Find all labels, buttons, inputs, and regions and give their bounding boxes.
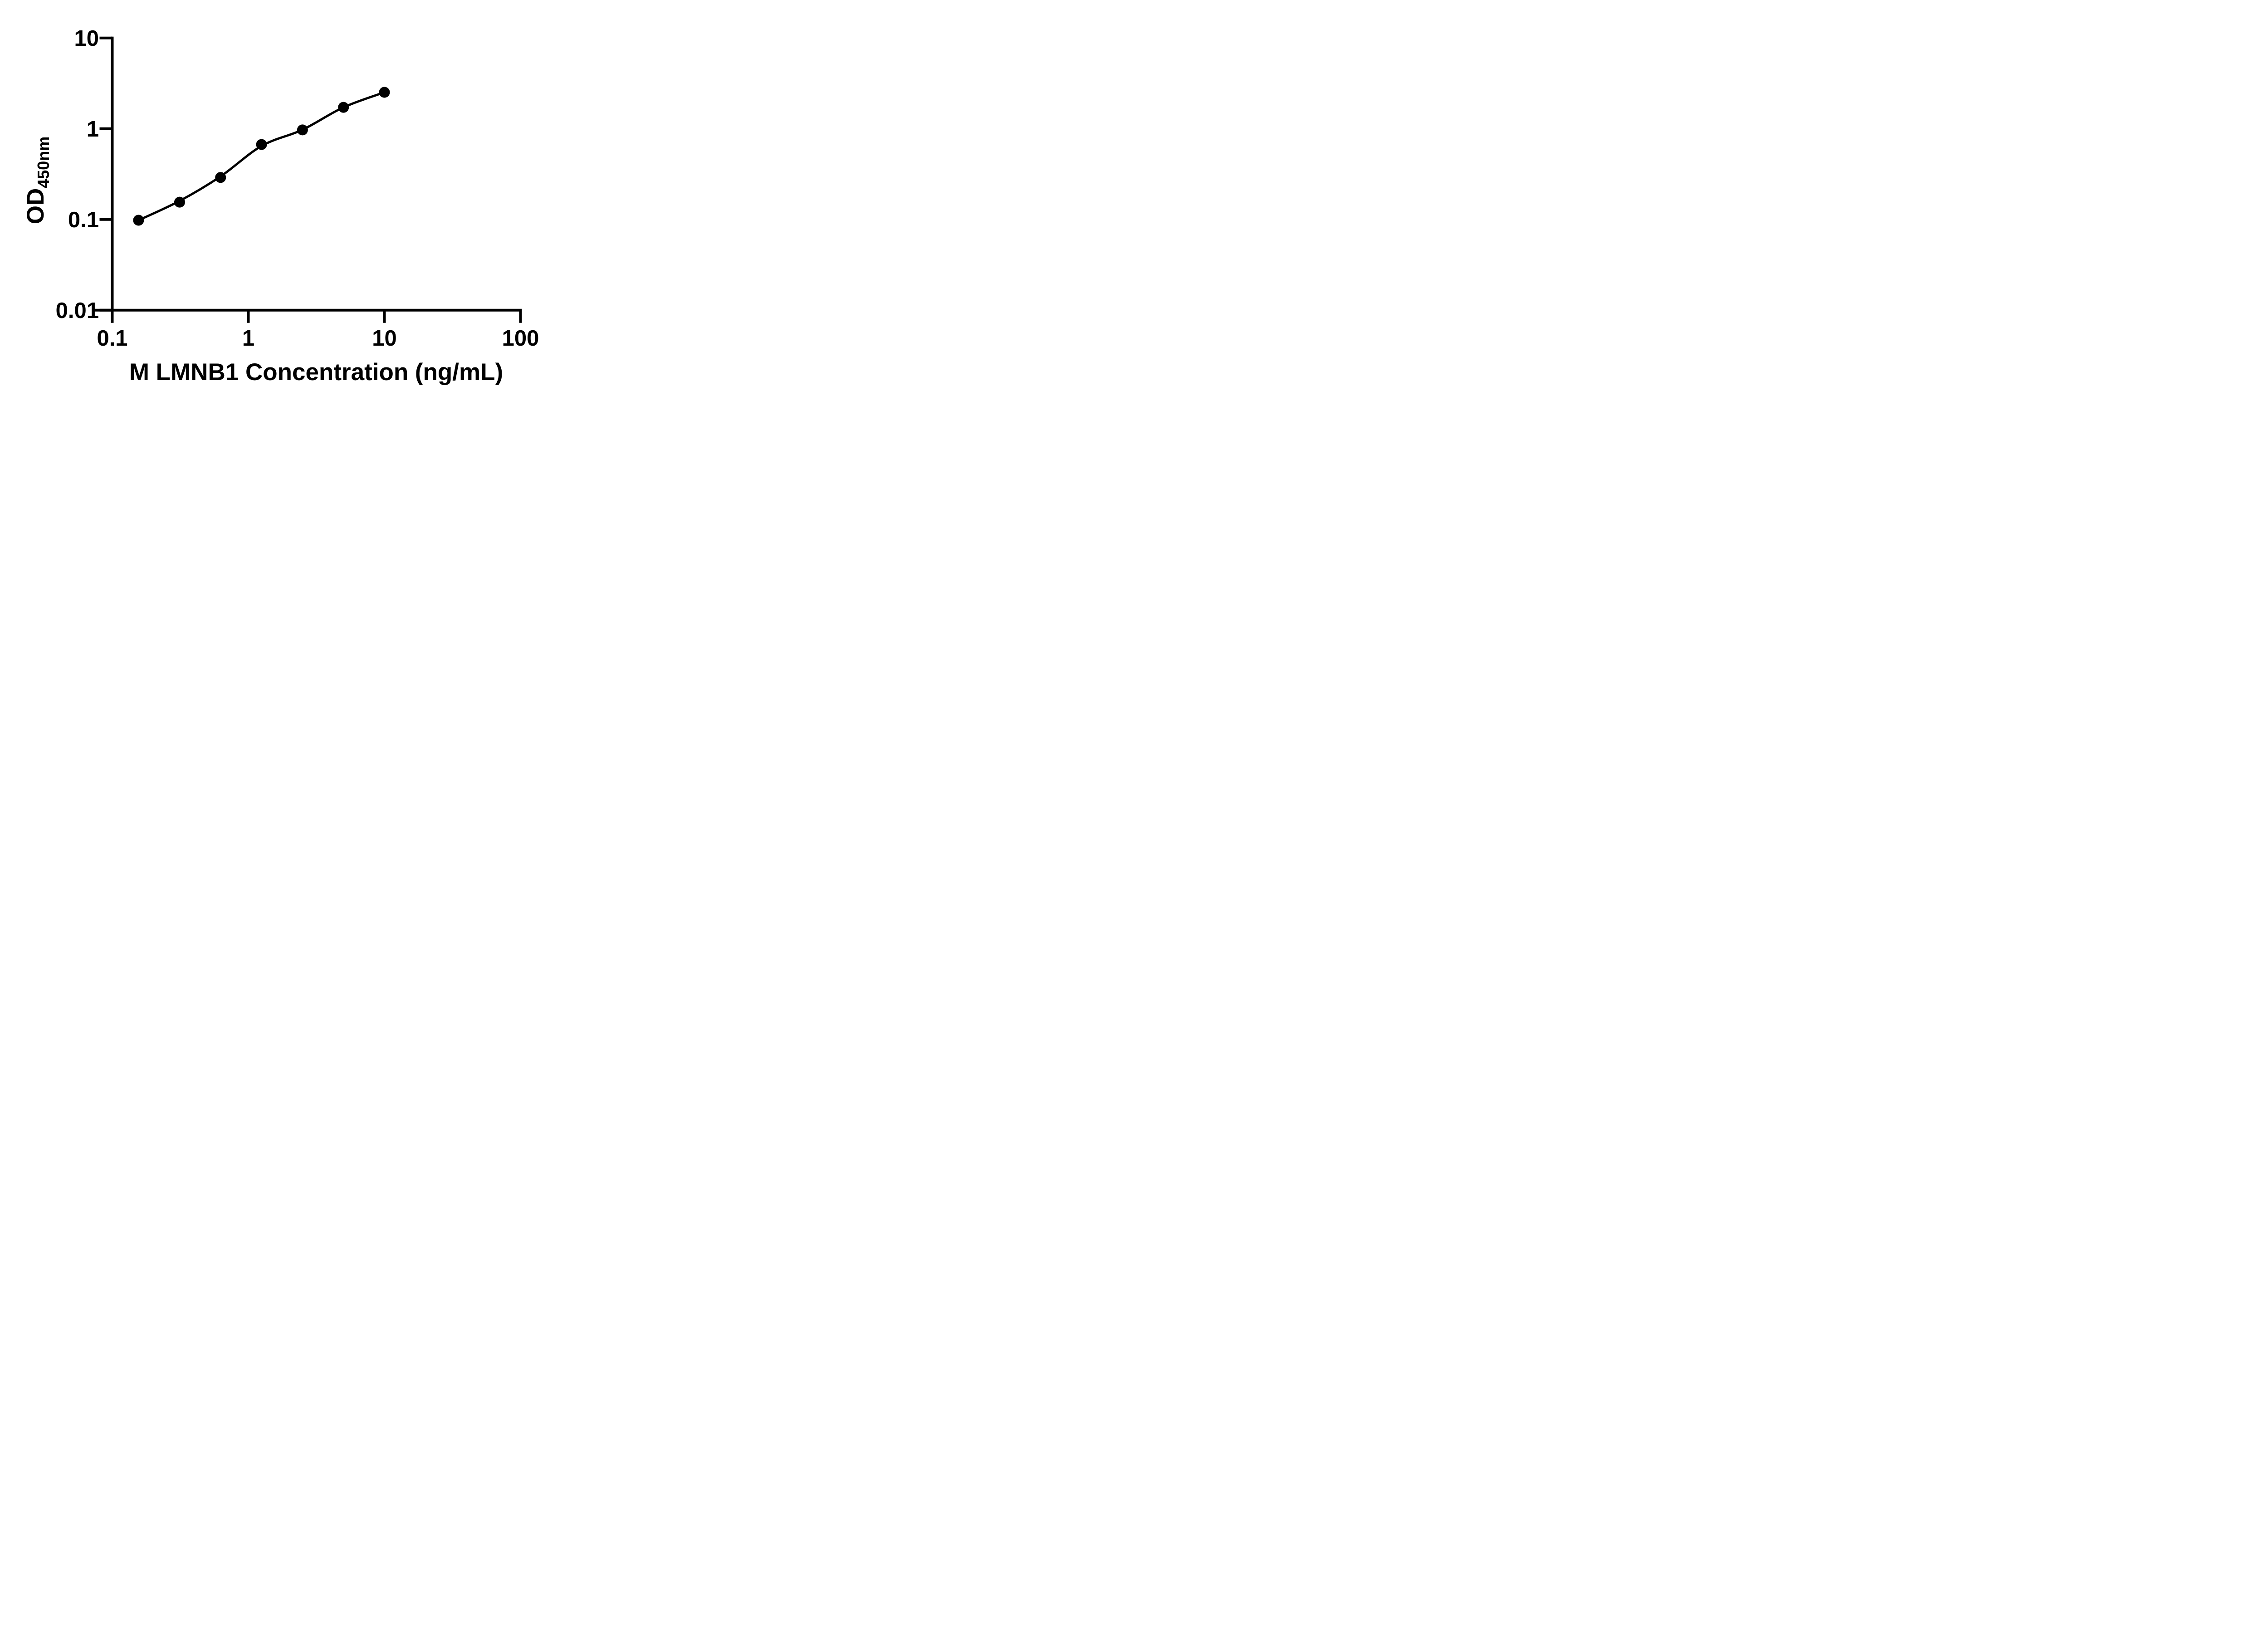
data-point [215,172,226,183]
tick-label-layer: 0.1 1 10 100 10 1 0.1 0.01 [56,26,539,351]
y-axis-title: OD450nm [22,137,53,225]
data-point [379,87,390,98]
x-tick-label: 1 [242,326,254,351]
y-tick-label: 0.01 [56,298,99,323]
y-tick-label: 10 [74,26,99,51]
elisa-standard-curve-figure: 0.1 1 10 100 10 1 0.1 0.01 OD450nm M LMNB1 Conc… [0,0,583,408]
data-point-layer [133,87,390,226]
y-axis-title-main: OD [22,188,49,225]
x-tick-label: 100 [502,326,539,351]
data-point [338,102,349,113]
data-point [256,139,267,150]
data-point [133,215,144,226]
y-tick-label: 1 [87,117,99,142]
x-tick-label: 0.1 [97,326,127,351]
x-axis-title: M LMNB1 Concentration (ng/mL) [129,359,503,386]
y-axis-title-subscript: 450nm [34,137,53,188]
standard-curve-plot: 0.1 1 10 100 10 1 0.1 0.01 OD450nm M LMNB1 Conc… [22,26,539,386]
x-tick-label: 10 [372,326,397,351]
data-point [174,196,185,208]
data-point [297,124,308,136]
axis-layer [94,36,522,323]
y-tick-label: 0.1 [68,208,99,232]
